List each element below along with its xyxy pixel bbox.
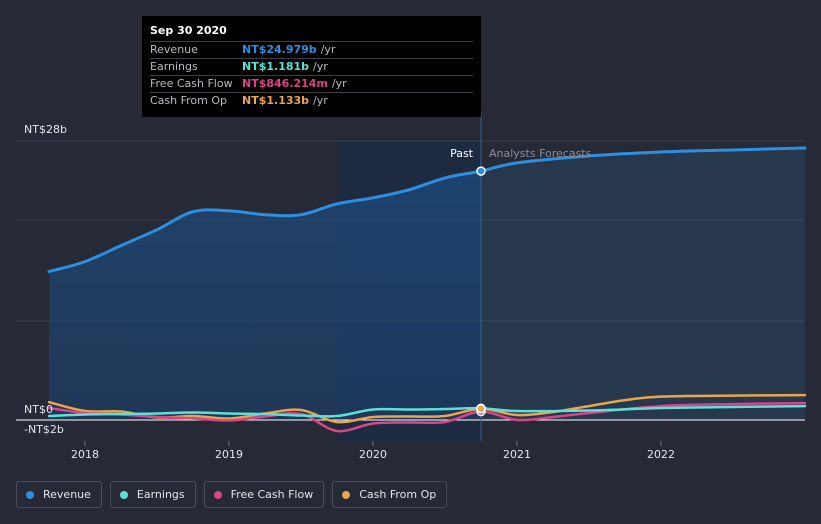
legend-item-revenue[interactable]: Revenue xyxy=(16,481,102,508)
tooltip-value: NT$24.979b xyxy=(242,43,317,56)
x-tick-label: 2022 xyxy=(647,448,675,461)
tooltip-label: Free Cash Flow xyxy=(150,77,233,90)
tooltip-label: Earnings xyxy=(150,60,198,73)
legend: Revenue Earnings Free Cash Flow Cash Fro… xyxy=(16,481,455,508)
legend-dot-icon xyxy=(26,490,34,499)
markers xyxy=(476,166,486,417)
earnings-line xyxy=(47,404,807,418)
revenue-area-past xyxy=(49,171,481,420)
revenue-line xyxy=(47,146,807,273)
y-tick-label: NT$0 xyxy=(24,403,53,416)
tooltip-row-earnings: Earnings NT$1.181b /yr xyxy=(150,58,473,75)
legend-label: Revenue xyxy=(43,488,91,501)
series-group xyxy=(47,146,807,433)
tooltip-unit: /yr xyxy=(320,43,336,56)
legend-label: Cash From Op xyxy=(359,488,437,501)
free-cash-flow-line xyxy=(47,401,807,433)
tooltip-label: Revenue xyxy=(150,43,198,56)
tooltip-unit: /yr xyxy=(331,77,347,90)
x-tick-label: 2019 xyxy=(215,448,243,461)
legend-dot-icon xyxy=(342,490,351,499)
tooltip-date: Sep 30 2020 xyxy=(150,24,227,37)
x-tick-label: 2021 xyxy=(503,448,531,461)
tooltip-unit: /yr xyxy=(313,60,328,73)
legend-label: Earnings xyxy=(136,488,185,501)
legend-dot-icon xyxy=(213,490,222,499)
tooltip-row-cash-from-op: Cash From Op NT$1.133b /yr xyxy=(150,92,473,109)
tooltip: Sep 30 2020 Revenue NT$24.979b /yr Earni… xyxy=(142,16,481,117)
tooltip-value: NT$846.214m xyxy=(242,77,328,90)
y-tick-label: NT$28b xyxy=(24,123,67,136)
cash-from-op-marker xyxy=(476,403,486,414)
tooltip-value: NT$1.133b xyxy=(242,94,310,107)
y-tick-label: -NT$2b xyxy=(24,423,64,436)
legend-item-earnings[interactable]: Earnings xyxy=(109,481,196,508)
tooltip-row-revenue: Revenue NT$24.979b /yr xyxy=(150,41,473,58)
legend-label: Free Cash Flow xyxy=(230,488,314,501)
legend-item-free-cash-flow[interactable]: Free Cash Flow xyxy=(203,481,325,508)
past-label: Past xyxy=(450,147,474,160)
legend-item-cash-from-op[interactable]: Cash From Op xyxy=(332,481,448,508)
x-tick-label: 2020 xyxy=(359,448,387,461)
tooltip-unit: /yr xyxy=(313,94,328,107)
tooltip-value: NT$1.181b xyxy=(242,60,310,73)
chart-svg: Past Analysts Forecasts NT$28b NT$0 -NT$… xyxy=(16,111,807,461)
x-tick-label: 2018 xyxy=(71,448,99,461)
x-axis-ticks: 2018 2019 2020 2021 2022 xyxy=(71,441,675,461)
forecast-label: Analysts Forecasts xyxy=(489,147,592,160)
tooltip-label: Cash From Op xyxy=(150,94,228,107)
legend-dot-icon xyxy=(119,490,128,499)
tooltip-row-free-cash-flow: Free Cash Flow NT$846.214m /yr xyxy=(150,75,473,92)
revenue-marker xyxy=(476,166,486,176)
